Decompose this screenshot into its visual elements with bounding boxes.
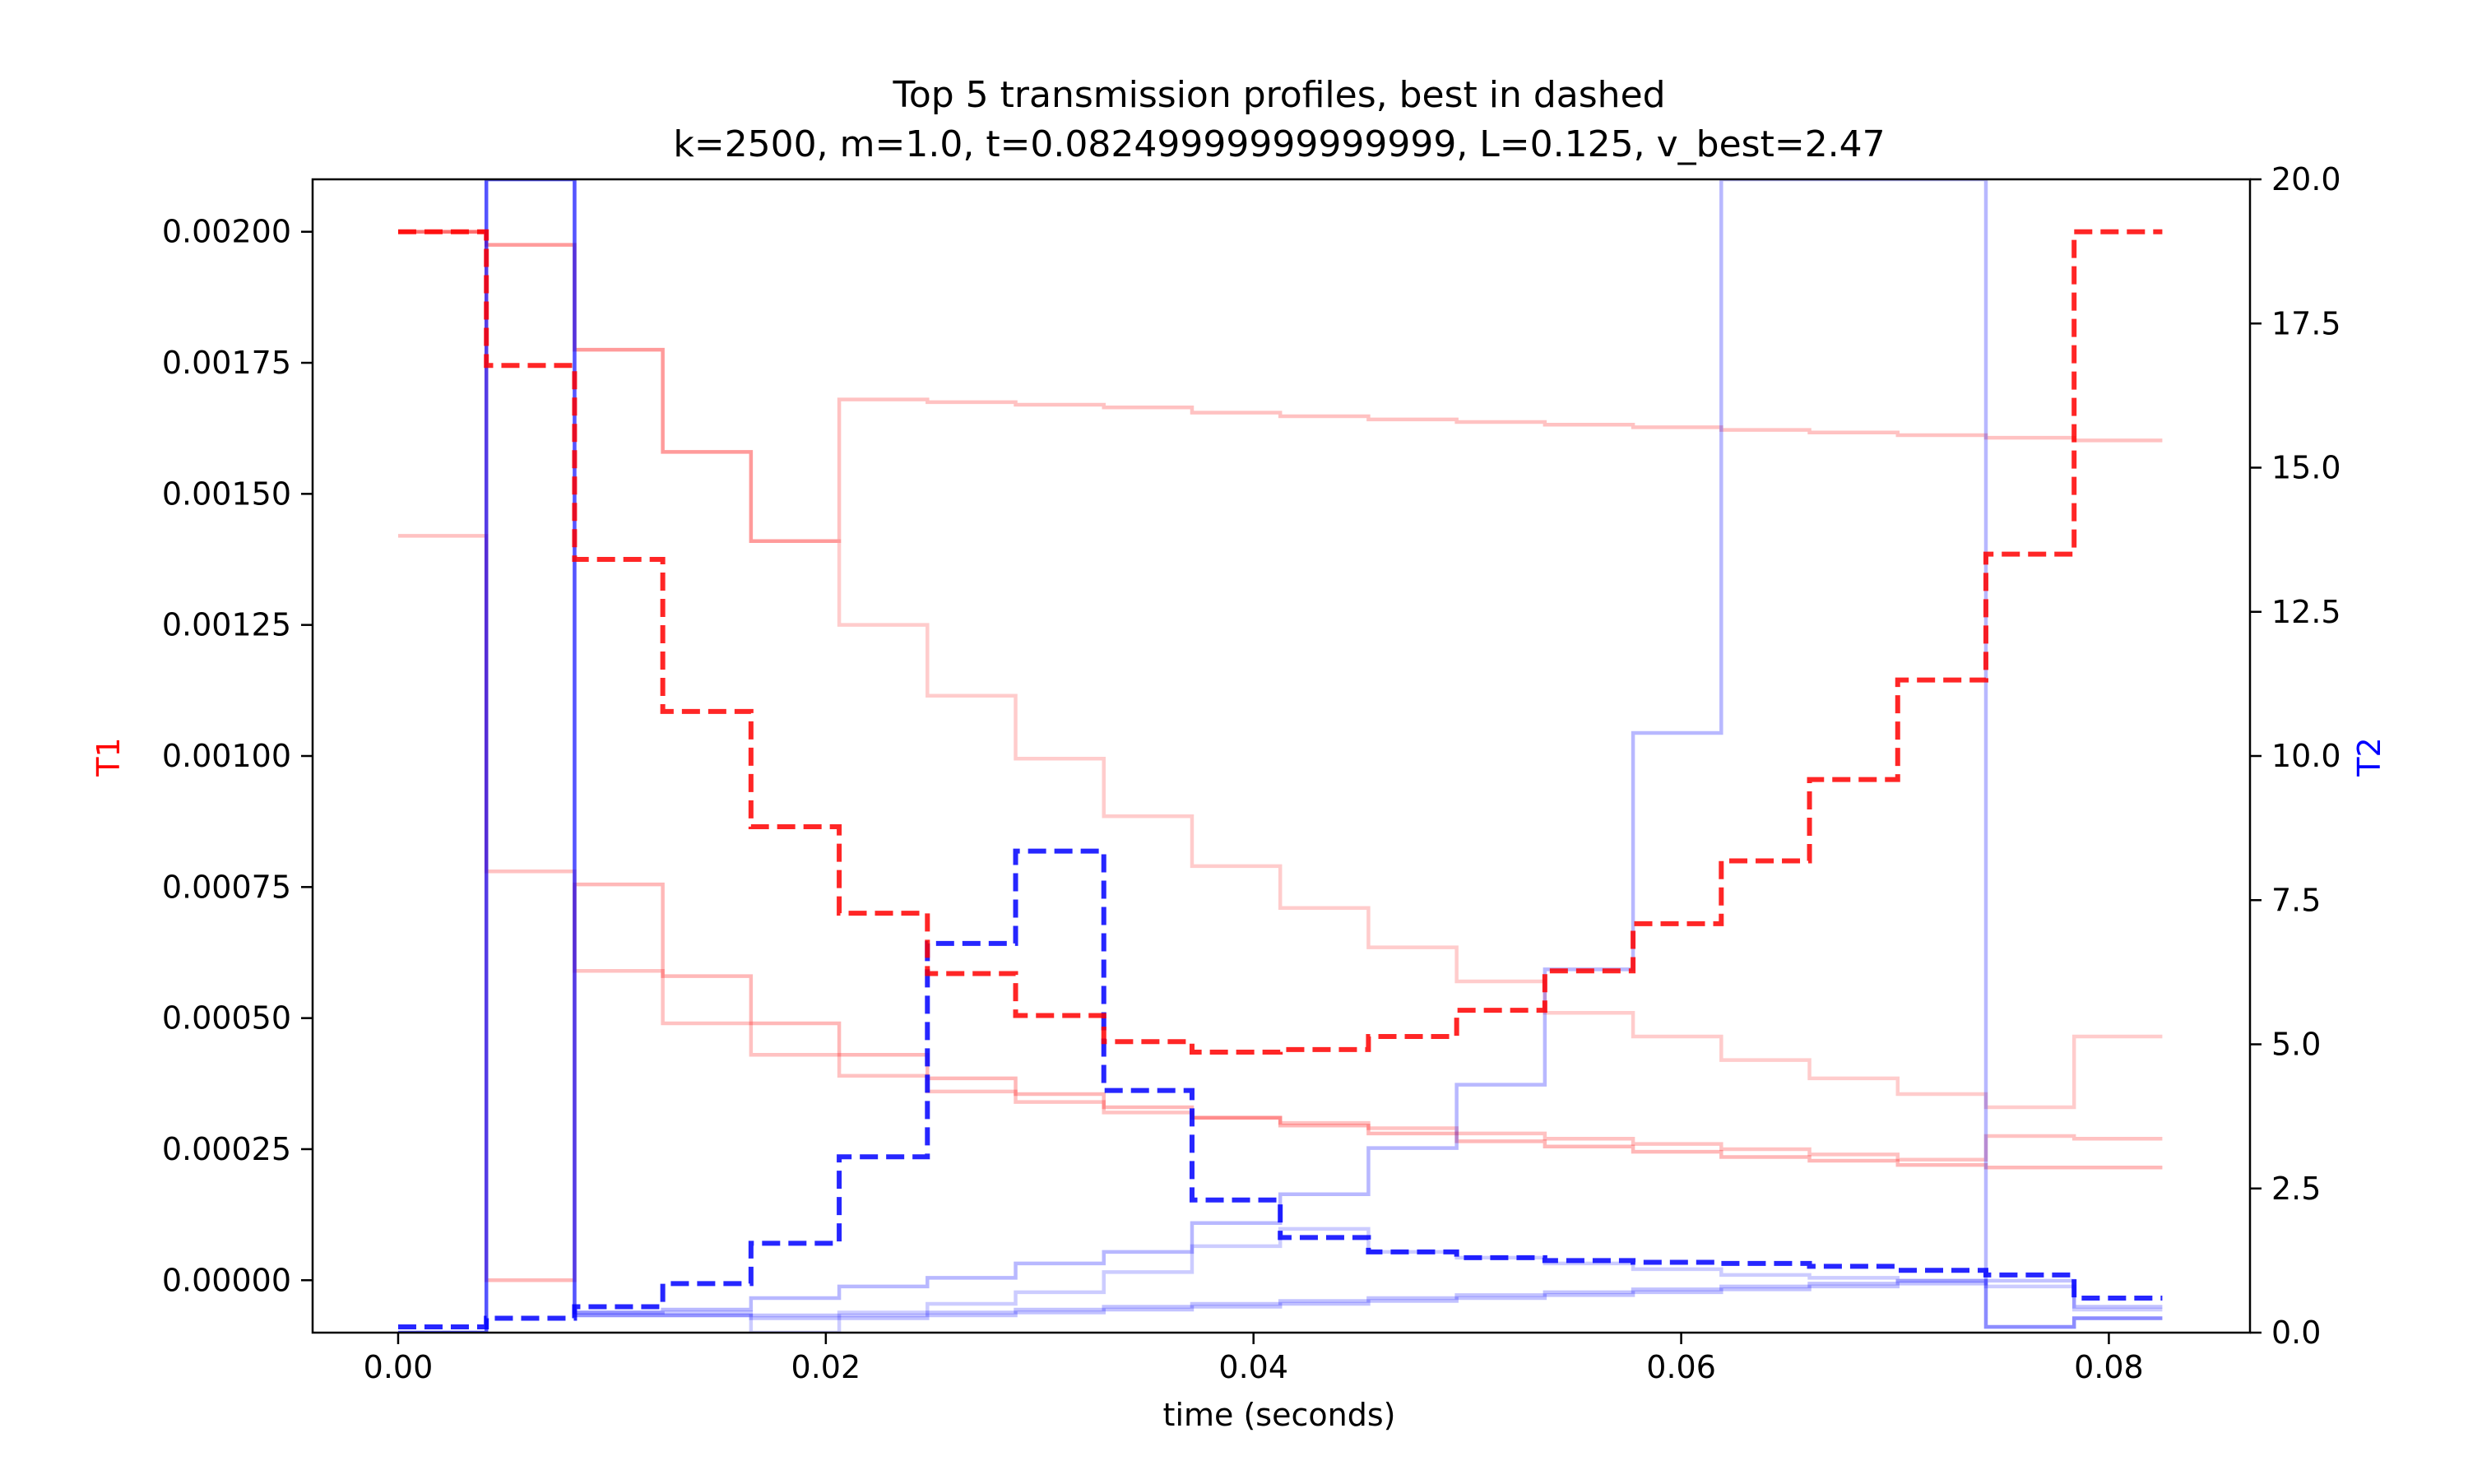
- y-left-tick-label: 0.00150: [162, 475, 291, 512]
- y-right-tick-label: 12.5: [2271, 594, 2341, 630]
- t2-series-2: [397, 179, 2163, 1333]
- chart-title: Top 5 transmission profiles, best in das…: [892, 74, 1665, 116]
- x-axis-label: time (seconds): [1163, 1397, 1396, 1433]
- y-axis-left-label: T1: [90, 737, 127, 777]
- t1-series-5: [397, 230, 2163, 543]
- t2-series-4: [397, 179, 2163, 1333]
- y-left-tick-label: 0.00125: [162, 607, 291, 643]
- y-left-tick-label: 0.00200: [162, 214, 291, 250]
- y-left-tick-label: 0.00175: [162, 345, 291, 381]
- x-tick-label: 0.06: [1646, 1349, 1716, 1385]
- y-right-tick-label: 5.0: [2271, 1027, 2321, 1063]
- t1-series-4: [397, 230, 2163, 1110]
- t2-series-5: [397, 179, 2163, 1333]
- y-right-tick-label: 20.0: [2271, 161, 2341, 197]
- t1-best-series: [397, 229, 2163, 1055]
- t2-series-3: [397, 179, 2163, 1333]
- y-right-tick-label: 0.0: [2271, 1315, 2321, 1351]
- t2-best-series: [397, 848, 2163, 1329]
- x-tick-label: 0.02: [791, 1349, 861, 1385]
- y-right-tick-label: 2.5: [2271, 1171, 2321, 1207]
- y-left-tick-label: 0.00025: [162, 1131, 291, 1167]
- y-right-tick-label: 15.0: [2271, 450, 2341, 486]
- y-left-tick-label: 0.00100: [162, 738, 291, 774]
- t1-series-3: [397, 230, 2163, 1282]
- y-right-tick-label: 17.5: [2271, 305, 2341, 341]
- series-layer: [397, 179, 2163, 1333]
- y-right-tick-label: 10.0: [2271, 738, 2341, 774]
- y-axis-right-label: T2: [2351, 737, 2387, 777]
- tick-layer: 0.00 0.02 0.04 0.06 0.08 0.00000 0.00025 0.0005…: [162, 161, 2341, 1385]
- y-left-tick-label: 0.00050: [162, 1000, 291, 1036]
- x-tick-label: 0.04: [1218, 1349, 1288, 1385]
- x-tick-label: 0.00: [364, 1349, 434, 1385]
- chart-subtitle: k=2500, m=1.0, t=0.08249999999999999, L=…: [673, 123, 1885, 165]
- x-tick-label: 0.08: [2074, 1349, 2144, 1385]
- y-left-tick-label: 0.00075: [162, 869, 291, 905]
- y-right-tick-label: 7.5: [2271, 882, 2321, 918]
- y-left-tick-label: 0.00000: [162, 1262, 291, 1298]
- t1-series-2: [397, 534, 2163, 1162]
